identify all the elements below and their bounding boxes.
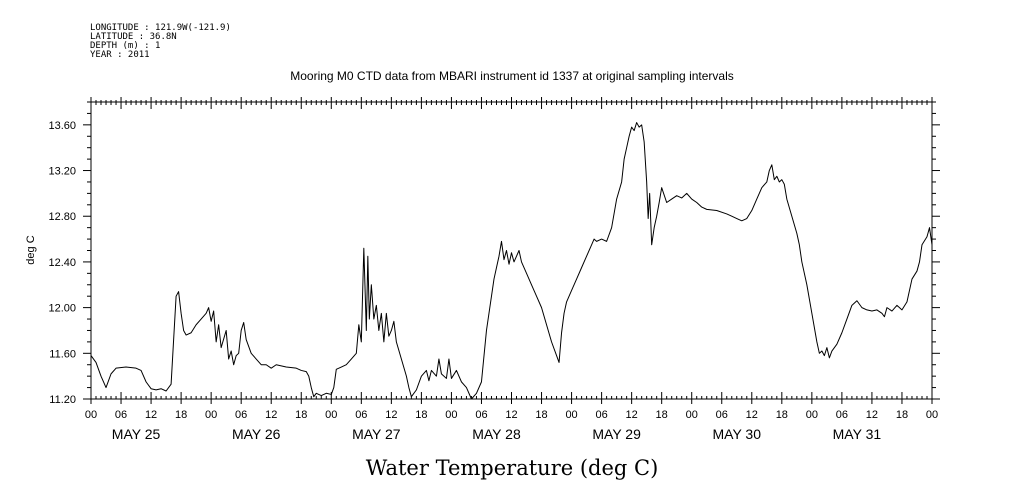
x-day-label: MAY 26 [232,426,281,442]
x-tick-label: 12 [866,409,878,421]
y-tick-label: 13.60 [48,120,76,132]
x-axis-label: Water Temperature (deg C) [366,456,659,480]
x-tick-label: 18 [656,409,668,421]
y-tick-label: 11.60 [49,348,76,360]
x-tick-label: 12 [746,409,758,421]
y-tick-label: 12.80 [48,211,76,223]
x-tick-label: 18 [175,409,187,421]
y-tick-label: 13.20 [48,166,76,178]
meta-year: YEAR : 2011 [90,50,150,60]
x-day-label: MAY 28 [472,426,521,442]
meta-longitude: LONGITUDE : 121.9W(-121.9) [90,23,231,33]
x-tick-label: 06 [716,409,728,421]
x-tick-label: 12 [265,409,277,421]
y-tick-label: 12.40 [48,257,76,269]
y-axis-label: deg C [25,235,37,264]
x-tick-label: 12 [145,409,157,421]
x-day-label: MAY 25 [112,426,161,442]
x-tick-label: 00 [85,409,97,421]
chart-title: Mooring M0 CTD data from MBARI instrumen… [290,69,734,83]
x-tick-label: 00 [205,409,217,421]
meta-block: LONGITUDE : 121.9W(-121.9) LATITUDE : 36… [90,23,231,60]
x-tick-label: 06 [475,409,487,421]
x-day-label: MAY 31 [833,426,882,442]
x-day-label: MAY 30 [713,426,762,442]
x-tick-label: 06 [836,409,848,421]
axis-tick-labels: 00 06 12 18 00 06 12 18 00 06 12 18 00 06 12 18 00 06 12 18… [48,120,938,442]
x-tick-label: 00 [806,409,818,421]
series-line [90,122,933,400]
axis-ticks [83,97,940,404]
x-tick-label: 18 [776,409,788,421]
x-tick-label: 00 [325,409,337,421]
y-tick-label: 12.00 [48,303,76,315]
x-tick-label: 18 [535,409,547,421]
x-tick-label: 12 [505,409,517,421]
x-tick-label: 12 [385,409,397,421]
x-tick-label: 06 [595,409,607,421]
x-tick-label: 00 [686,409,698,421]
x-day-label: MAY 29 [592,426,641,442]
data-series [90,122,933,400]
x-tick-label: 00 [445,409,457,421]
x-tick-label: 12 [626,409,638,421]
x-tick-label: 18 [896,409,908,421]
x-tick-label: 18 [295,409,307,421]
meta-latitude: LATITUDE : 36.8N [90,32,177,42]
plot-frame [90,101,933,400]
x-tick-label: 06 [235,409,247,421]
x-tick-label: 00 [565,409,577,421]
x-tick-label: 06 [355,409,367,421]
y-tick-label: 11.20 [49,394,76,406]
x-tick-label: 18 [415,409,427,421]
x-tick-label: 00 [926,409,938,421]
x-day-label: MAY 27 [352,426,401,442]
x-tick-label: 06 [115,409,127,421]
meta-depth: DEPTH (m) : 1 [90,41,160,51]
